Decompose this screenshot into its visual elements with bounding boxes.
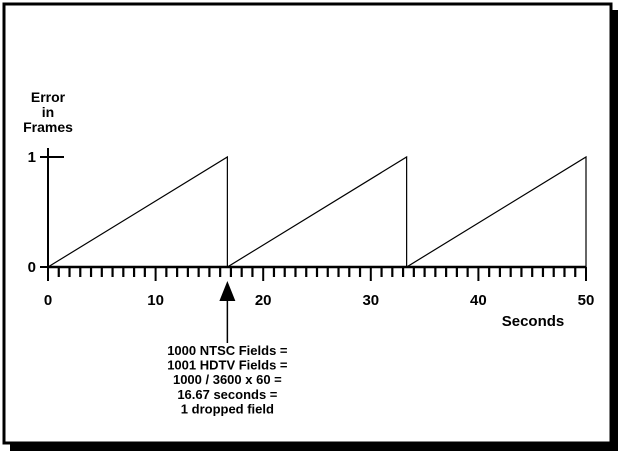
x-tick-label: 30 bbox=[362, 292, 379, 309]
annotation-text-line: 1000 / 3600 x 60 = bbox=[173, 372, 282, 387]
x-tick-label: 20 bbox=[255, 292, 272, 309]
y-axis-label-line-1: Error bbox=[31, 89, 66, 105]
x-tick-label: 10 bbox=[147, 292, 164, 309]
annotation-text-line: 1001 HDTV Fields = bbox=[167, 358, 288, 373]
frame-border bbox=[2, 2, 613, 445]
x-tick-label: 0 bbox=[44, 292, 52, 309]
annotation-text-line: 1 dropped field bbox=[181, 401, 274, 416]
x-axis-title: Seconds bbox=[502, 313, 565, 330]
y-tick-label: 1 bbox=[28, 149, 36, 166]
y-axis-label-line-2: in bbox=[42, 104, 54, 120]
annotation-text-line: 1000 NTSC Fields = bbox=[167, 343, 288, 358]
x-tick-label: 50 bbox=[578, 292, 595, 309]
annotation-text-line: 16.67 seconds = bbox=[177, 387, 277, 402]
y-tick-label: 0 bbox=[28, 259, 36, 276]
sawtooth-error-line bbox=[47, 155, 587, 269]
annotation-arrowhead bbox=[219, 281, 236, 301]
x-tick-label: 40 bbox=[470, 292, 487, 309]
y-axis-label-line-3: Frames bbox=[23, 119, 73, 135]
